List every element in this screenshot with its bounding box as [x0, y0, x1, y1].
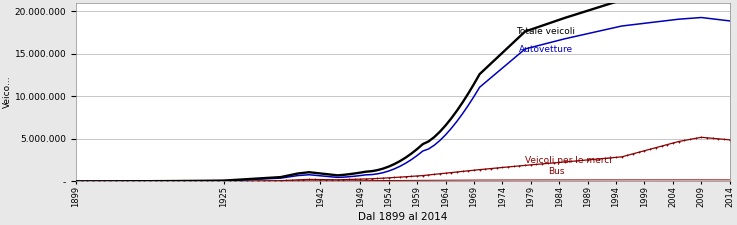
Text: Veicoli per le merci: Veicoli per le merci: [525, 156, 612, 165]
Y-axis label: Veico...: Veico...: [3, 76, 12, 108]
Text: Bus: Bus: [548, 167, 565, 176]
X-axis label: Dal 1899 al 2014: Dal 1899 al 2014: [358, 212, 447, 222]
Text: Autovetture: Autovetture: [520, 45, 573, 54]
Text: Totale veicoli: Totale veicoli: [517, 27, 576, 36]
